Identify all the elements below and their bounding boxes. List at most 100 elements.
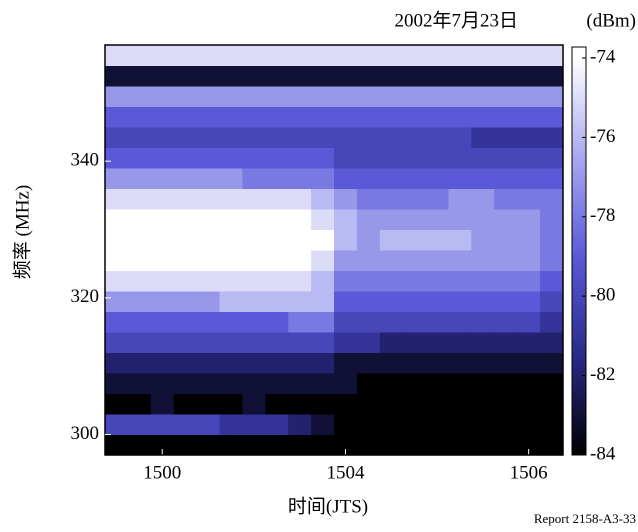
heat-cell [540, 352, 564, 374]
heat-cell [471, 291, 495, 312]
heat-cell [494, 127, 518, 148]
heat-cell [379, 270, 404, 292]
heat-cell [425, 209, 449, 230]
heat-cell [471, 311, 495, 333]
heat-cell [540, 311, 564, 333]
heat-cell [219, 229, 243, 251]
heat-cell [379, 393, 404, 415]
heat-cell [311, 65, 335, 87]
heat-cell [288, 393, 312, 415]
heat-cell [219, 65, 243, 87]
heat-cell [311, 45, 335, 66]
heat-cell [288, 229, 312, 251]
heat-cell [127, 352, 152, 374]
heat-cell [448, 209, 472, 230]
heat-cell [127, 45, 152, 66]
heat-cell [402, 352, 427, 374]
heat-cell [425, 291, 449, 312]
heat-cell [219, 270, 243, 292]
heat-cell [150, 270, 175, 292]
heat-cell [494, 311, 518, 333]
heat-cell [196, 229, 220, 251]
heat-cell [448, 86, 472, 107]
heat-cell [288, 65, 312, 87]
heat-cell [334, 270, 358, 292]
heat-cell [425, 86, 449, 107]
heat-cell [356, 434, 381, 456]
heat-cell [150, 45, 175, 66]
heat-cell [494, 147, 518, 169]
heat-cell [311, 86, 335, 107]
heat-cell [334, 250, 358, 271]
heat-cell [379, 65, 404, 87]
x-tick-label: 1500 [143, 462, 181, 483]
heat-cell [425, 168, 449, 189]
heat-cell [425, 414, 449, 435]
heat-cell [173, 86, 198, 107]
heat-cell [379, 229, 404, 251]
heat-cell [517, 188, 541, 210]
heat-cell [265, 270, 289, 292]
heat-cell [196, 86, 220, 107]
heat-cell [379, 106, 404, 128]
heat-cell [288, 209, 312, 230]
heat-cell [265, 434, 289, 456]
heat-cell [150, 352, 175, 374]
heat-cell [173, 352, 198, 374]
heat-cell [105, 45, 129, 66]
heat-cell [242, 86, 266, 107]
heat-cell [448, 352, 472, 374]
note: Report 2158-A3-33 [534, 511, 636, 526]
heat-cell [540, 86, 564, 107]
heat-cell [150, 332, 175, 353]
heat-cell [494, 168, 518, 189]
heat-cell [242, 127, 266, 148]
heat-cell [494, 291, 518, 312]
heat-cell [494, 434, 518, 456]
heat-cell [219, 45, 243, 66]
heat-cell [127, 147, 152, 169]
heat-cell [356, 373, 381, 394]
heat-cell [196, 414, 220, 435]
heat-cell [517, 332, 541, 353]
heat-cell [334, 332, 358, 353]
heat-cell [150, 106, 175, 128]
heat-cell [105, 65, 129, 87]
heat-cell [105, 434, 129, 456]
heat-cell [311, 168, 335, 189]
heat-cell [448, 414, 472, 435]
heat-cell [265, 168, 289, 189]
heat-cell [540, 250, 564, 271]
heat-cell [425, 229, 449, 251]
heat-cell [448, 127, 472, 148]
heat-cell [517, 86, 541, 107]
heat-cell [265, 86, 289, 107]
heat-cell [288, 127, 312, 148]
heat-cell [356, 168, 381, 189]
heat-cell [265, 373, 289, 394]
heat-cell [219, 332, 243, 353]
heat-cell [105, 393, 129, 415]
heat-cell [219, 393, 243, 415]
colorbar-top [572, 47, 586, 58]
heat-cell [173, 332, 198, 353]
heat-cell [379, 188, 404, 210]
heat-cell [196, 106, 220, 128]
heat-cell [196, 352, 220, 374]
heat-cell [242, 209, 266, 230]
heat-cell [127, 373, 152, 394]
heat-cell [265, 393, 289, 415]
heat-cell [173, 434, 198, 456]
heat-cell [127, 65, 152, 87]
heat-cell [334, 168, 358, 189]
heat-cell [105, 127, 129, 148]
colorbar-tick-label: -78 [590, 205, 615, 226]
heat-cell [288, 414, 312, 435]
heat-cell [448, 393, 472, 415]
heat-cell [402, 147, 427, 169]
heat-cell [471, 414, 495, 435]
heat-cell [242, 65, 266, 87]
heat-cell [127, 270, 152, 292]
heat-cell [471, 393, 495, 415]
heat-cell [127, 291, 152, 312]
